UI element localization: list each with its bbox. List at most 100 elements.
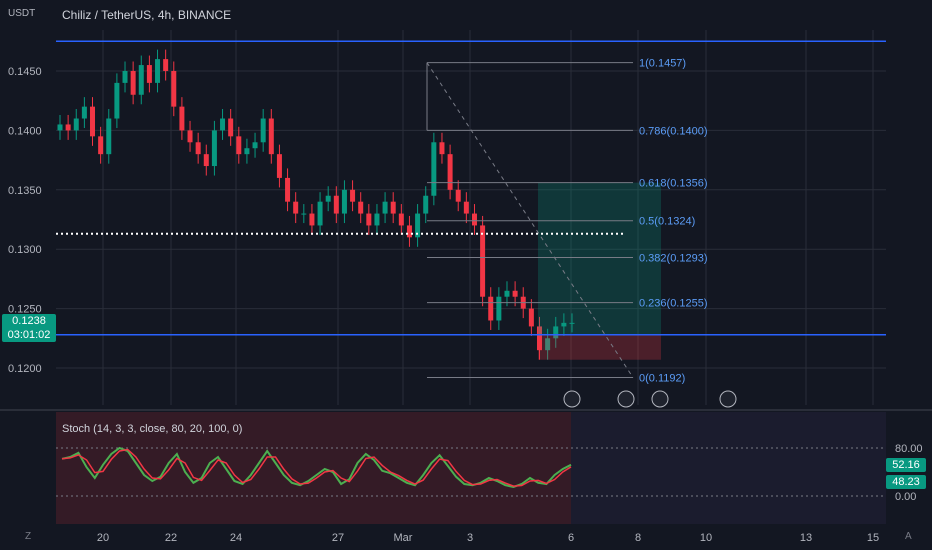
candle-body [431, 142, 437, 196]
candle-body [569, 322, 575, 324]
candle-body [504, 290, 510, 297]
candle-body [463, 201, 469, 214]
time-axis: 20 22 24 27 Mar 3 6 8 10 13 15 [97, 532, 879, 544]
price-tick-label: 0.1300 [8, 244, 42, 256]
fib-level-label: 0.5(0.1324) [639, 216, 695, 228]
candle-body [480, 225, 486, 297]
candle-body [90, 106, 96, 137]
time-tick-label: Mar [394, 532, 413, 544]
chart-drawings: 1(0.1457) 0.786(0.1400) 0.618(0.1356) 0.5(0… [56, 40, 886, 408]
candle-body [244, 148, 250, 155]
candle-body [415, 213, 421, 238]
fib-level-label: 0.382(0.1293) [639, 253, 708, 265]
stoch-level-label: 0.00 [895, 491, 916, 503]
profit-zone [538, 182, 661, 335]
candle-body [65, 124, 71, 131]
candle-body [81, 106, 87, 119]
stoch-d-tag: 48.23 [886, 475, 926, 489]
candle-body [358, 201, 364, 214]
time-tick-label: 13 [800, 532, 812, 544]
stoch-k-line [61, 446, 572, 489]
last-price-tag: 0.1238 03:01:02 [2, 314, 56, 342]
candle-body [293, 201, 299, 214]
bar-countdown: 03:01:02 [7, 329, 51, 341]
candle-body [171, 71, 177, 107]
us-flag-icon [651, 390, 669, 408]
stoch-k-tag: 52.16 [886, 458, 926, 472]
stoch-d-line [61, 448, 572, 487]
candle-body [406, 225, 412, 238]
candle-body [187, 130, 193, 143]
stoch-level-label: 80.00 [895, 443, 923, 455]
candle-body [455, 189, 461, 202]
candle-body [276, 154, 282, 178]
candle-body [423, 195, 429, 214]
price-tick-label: 0.1250 [8, 304, 42, 316]
price-tick-label: 0.1400 [8, 125, 42, 137]
us-flag-icon [719, 390, 737, 408]
candle-body [220, 118, 226, 131]
stoch-label[interactable]: Stoch (14, 3, 3, close, 80, 20, 100, 0) [62, 423, 243, 435]
candlestick-series [57, 49, 575, 360]
zoom-icon[interactable]: Z [25, 531, 32, 542]
candle-body [73, 118, 79, 131]
stoch-pane: 80.00 0.00 [56, 412, 923, 524]
candle-body [106, 118, 112, 155]
candle-body [130, 71, 136, 95]
lightning-icon [563, 390, 581, 408]
candle-body [252, 142, 258, 149]
candle-body [528, 308, 534, 327]
price-tick-label: 0.1200 [8, 363, 42, 375]
symbol-title[interactable]: Chiliz / TetherUS, 4h, BINANCE [62, 8, 232, 22]
candle-body [146, 65, 152, 83]
candle-body [203, 154, 209, 167]
fib-level-label: 0(0.1192) [639, 373, 685, 385]
candle-body [382, 201, 388, 214]
candle-body [122, 71, 128, 83]
loss-zone [538, 334, 661, 360]
candle-body [114, 82, 120, 119]
last-price: 0.1238 [12, 315, 46, 327]
auto-scale-button[interactable]: A [905, 531, 912, 542]
time-tick-label: 15 [867, 532, 879, 544]
candle-body [333, 195, 339, 214]
candle-body [195, 142, 201, 155]
candle-body [268, 118, 274, 155]
candle-body [341, 189, 347, 214]
time-tick-label: 3 [467, 532, 473, 544]
stoch-background [56, 412, 571, 524]
candle-body [138, 65, 144, 95]
fib-level-label: 1(0.1457) [639, 58, 686, 70]
candle-body [236, 136, 242, 155]
candle-body [260, 118, 266, 143]
candle-body [561, 322, 567, 327]
candle-body [374, 213, 380, 226]
candle-body [211, 130, 217, 167]
candle-body [447, 154, 453, 190]
candle-body [228, 118, 234, 137]
price-axis: 0.1200 0.1250 0.1300 0.1350 0.1400 0.1450 [8, 66, 42, 375]
price-tick-label: 0.1350 [8, 185, 42, 197]
candle-body [301, 213, 307, 215]
candle-body [309, 213, 315, 226]
candle-body [350, 189, 356, 202]
candle-body [390, 201, 396, 214]
candle-body [512, 290, 518, 297]
candle-body [553, 326, 559, 339]
candle-body [545, 338, 551, 351]
us-flag-icon [617, 390, 635, 408]
candle-body [155, 59, 161, 83]
fib-trend-line [426, 62, 634, 378]
time-tick-label: 24 [230, 532, 242, 544]
candle-body [325, 195, 331, 202]
candle-body [398, 213, 404, 226]
candle-body [471, 213, 477, 226]
candle-body [536, 326, 542, 351]
candle-body [57, 124, 63, 131]
fib-level-label: 0.618(0.1356) [639, 178, 708, 190]
axis-unit: USDT [8, 8, 36, 19]
price-tick-label: 0.1450 [8, 66, 42, 78]
candle-body [98, 136, 104, 155]
candle-body [317, 201, 323, 226]
